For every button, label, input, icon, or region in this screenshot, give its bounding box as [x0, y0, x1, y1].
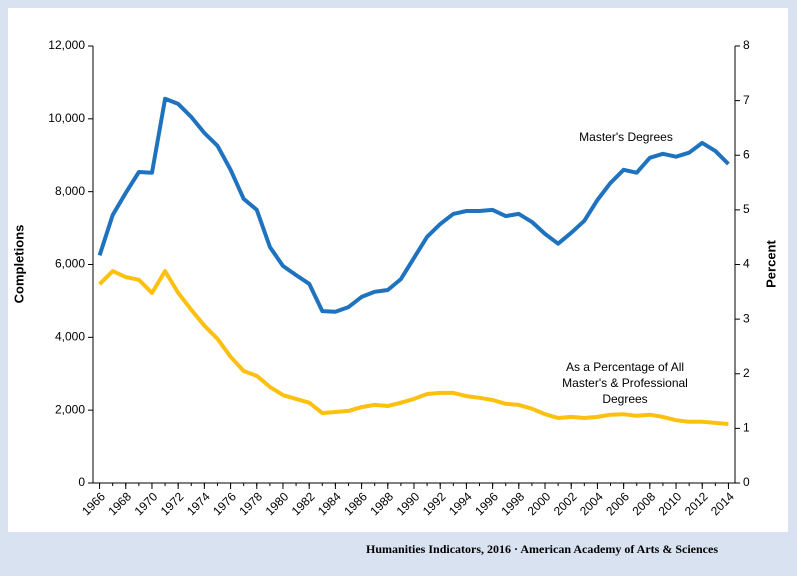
series-line	[98, 269, 729, 426]
annotation: As a Percentage of All	[566, 360, 684, 374]
y-tick-label: 10,000	[48, 111, 85, 125]
annotation: Master's Degrees	[579, 130, 673, 144]
y2-tick-label: 7	[743, 93, 750, 107]
y-tick-label: 8,000	[55, 184, 85, 198]
annotation: Degrees	[602, 392, 647, 406]
y2-tick-label: 4	[743, 257, 750, 271]
series-line	[97, 96, 730, 314]
y2-tick-label: 6	[743, 147, 750, 161]
y2-tick-label: 2	[743, 366, 750, 380]
y2-axis-title: Percent	[763, 239, 778, 287]
y2-tick-label: 5	[743, 202, 750, 216]
y2-tick-label: 3	[743, 311, 750, 325]
y-axis-title: Completions	[11, 225, 26, 304]
y-tick-label: 6,000	[55, 257, 85, 271]
y2-tick-label: 1	[743, 421, 750, 435]
source: Humanities Indicators, 2016 · American A…	[366, 542, 718, 556]
y-tick-label: 12,000	[48, 38, 85, 52]
annotation: Master's & Professional	[562, 376, 688, 390]
chart-area	[8, 8, 788, 532]
y-tick-label: 4,000	[55, 330, 85, 344]
y-tick-label: 2,000	[55, 402, 85, 416]
y2-tick-label: 8	[743, 38, 750, 52]
y2-tick-label: 0	[743, 475, 750, 489]
y-tick-label: 0	[78, 475, 85, 489]
